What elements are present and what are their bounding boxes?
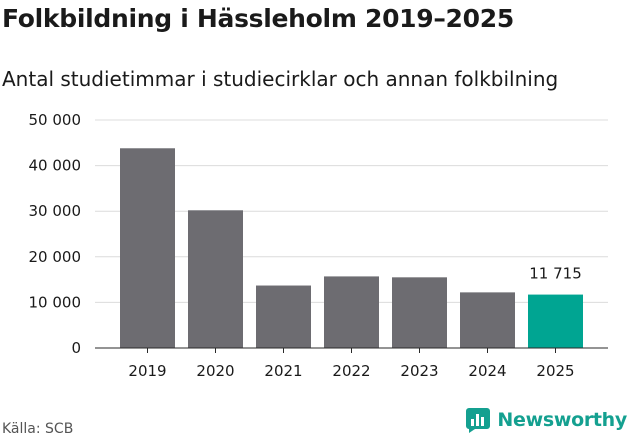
x-tick-label: 2022: [332, 362, 370, 380]
y-tick-label: 0: [71, 339, 81, 357]
x-tick-label: 2021: [264, 362, 302, 380]
x-tick-label: 2024: [468, 362, 506, 380]
y-tick-label: 20 000: [29, 248, 82, 266]
x-tick-label: 2019: [128, 362, 166, 380]
bar-2022: [324, 276, 379, 348]
bar-2020: [188, 210, 243, 348]
bar-2021: [256, 285, 311, 348]
data-label: 11 715: [529, 265, 582, 283]
y-tick-label: 50 000: [29, 111, 82, 129]
y-tick-label: 10 000: [29, 293, 82, 311]
brand-logo: Newsworthy: [465, 407, 627, 433]
bar-chart-icon: [466, 408, 491, 433]
source-note: Källa: SCB: [2, 421, 74, 437]
data-labels: 11 715: [529, 265, 582, 283]
x-tick-label: 2025: [536, 362, 574, 380]
bars: [120, 148, 583, 348]
brand-name: Newsworthy: [497, 409, 627, 431]
x-axis-ticks: 2019 2020 2021 2022 2023 2024 2025: [128, 348, 575, 380]
bar-2024: [460, 292, 515, 348]
chart-subtitle: Antal studietimmar i studiecirklar och a…: [2, 67, 559, 91]
y-tick-label: 30 000: [29, 202, 82, 220]
x-tick-label: 2023: [400, 362, 438, 380]
y-tick-label: 40 000: [29, 157, 82, 175]
bar-2019: [120, 148, 175, 348]
chart-title: Folkbildning i Hässleholm 2019–2025: [2, 4, 514, 33]
bar-2025: [528, 294, 583, 348]
y-axis-ticks: 0 10 000 20 000 30 000 40 000 50 000: [29, 111, 82, 357]
bar-2023: [392, 277, 447, 348]
x-tick-label: 2020: [196, 362, 234, 380]
